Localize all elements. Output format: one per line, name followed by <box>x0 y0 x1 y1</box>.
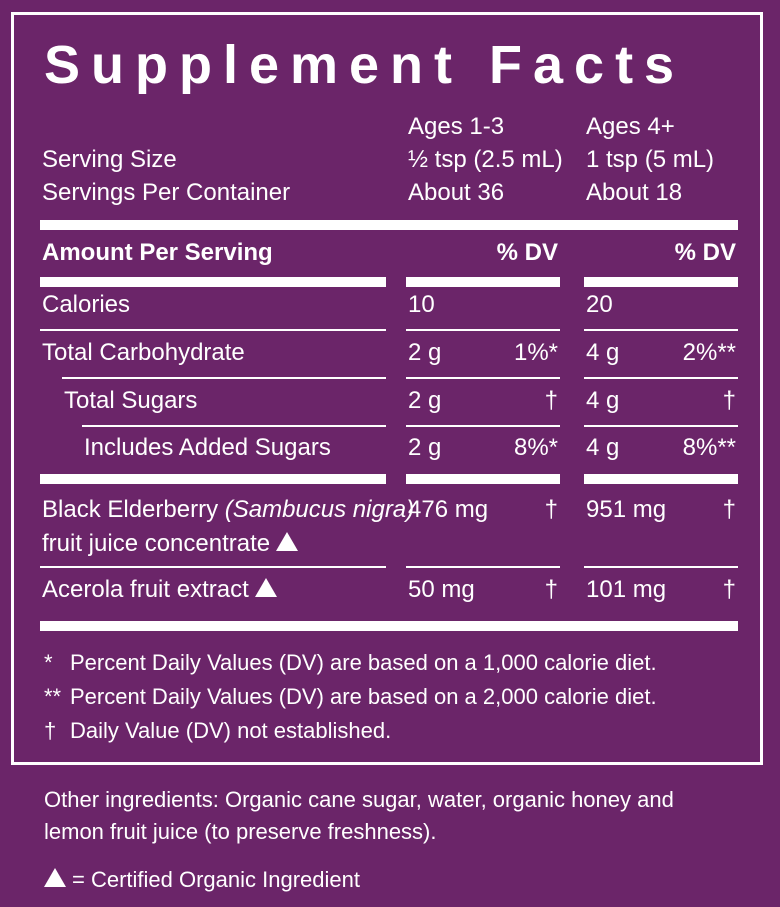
col2-age: Ages 4+ <box>586 113 675 140</box>
serving-size-label: Serving Size <box>42 146 177 173</box>
col2-serving-size: 1 tsp (5 mL) <box>586 146 715 173</box>
col2-dv: † <box>722 496 736 523</box>
footnote-mark: † <box>44 718 57 743</box>
footnote-text: Percent Daily Values (DV) are based on a… <box>70 650 657 675</box>
ingredient-form: fruit juice concentrate <box>42 530 271 557</box>
row-divider <box>584 329 738 331</box>
col1-dv: † <box>544 576 558 603</box>
ingredient-name: Acerola fruit extract <box>42 576 249 603</box>
thick-divider <box>406 474 560 484</box>
row-divider <box>584 425 738 427</box>
col2-dv-header: % DV <box>674 239 736 266</box>
row-divider <box>406 566 560 568</box>
col1-amount: 2 g <box>408 387 442 414</box>
col1-age: Ages 1-3 <box>408 113 505 140</box>
col1-dv-header: % DV <box>496 239 558 266</box>
ingredient-name: Black Elderberry <box>42 496 219 523</box>
servings-per-container-label: Servings Per Container <box>42 179 291 206</box>
col1-serving-size: ½ tsp (2.5 mL) <box>408 146 563 173</box>
row-label: Calories <box>42 291 131 318</box>
col2-amount: 951 mg <box>586 496 667 523</box>
col1-dv: 1%* <box>513 339 558 366</box>
thick-divider <box>40 474 386 484</box>
row-divider <box>584 377 738 379</box>
organic-legend-text: = Certified Organic Ingredient <box>72 867 360 892</box>
col1-amount: 2 g <box>408 434 442 461</box>
footnote-text: Daily Value (DV) not established. <box>70 718 392 743</box>
triangle-icon <box>44 868 66 887</box>
footnote-text: Percent Daily Values (DV) are based on a… <box>70 684 657 709</box>
col2-amount: 20 <box>586 291 613 318</box>
thick-divider <box>584 474 738 484</box>
other-ingredients-line1: Other ingredients: Organic cane sugar, w… <box>44 787 674 812</box>
thick-divider <box>584 277 738 287</box>
thick-divider <box>40 277 386 287</box>
col1-amount: 50 mg <box>408 576 475 603</box>
col2-dv: † <box>722 576 736 603</box>
col2-amount: 101 mg <box>586 576 667 603</box>
row-divider <box>40 566 386 568</box>
col2-servings: About 18 <box>586 179 683 206</box>
thick-divider <box>406 277 560 287</box>
col2-amount: 4 g <box>586 339 620 366</box>
col1-amount: 10 <box>408 291 435 318</box>
col2-amount: 4 g <box>586 434 620 461</box>
row-divider <box>406 329 560 331</box>
col1-dv: † <box>544 387 558 414</box>
col2-dv: 8%** <box>682 434 736 461</box>
row-label: Acerola fruit extract <box>42 575 277 605</box>
col1-dv: † <box>544 496 558 523</box>
amount-per-serving: Amount Per Serving <box>42 239 273 266</box>
row-label-line2: fruit juice concentrate <box>42 529 299 559</box>
ingredient-latin-name: (Sambucus nigra) <box>224 496 415 523</box>
row-divider <box>82 425 386 427</box>
row-label: Total Carbohydrate <box>42 339 245 366</box>
row-divider <box>584 566 738 568</box>
row-label: Includes Added Sugars <box>84 434 331 461</box>
footnote-mark: ** <box>44 684 62 709</box>
col2-dv: 2%** <box>682 339 736 366</box>
row-divider <box>40 329 386 331</box>
organic-legend: = Certified Organic Ingredient <box>44 866 360 894</box>
row-label: Black Elderberry (Sambucus nigra) <box>42 495 414 525</box>
col1-amount: 2 g <box>408 339 442 366</box>
triangle-icon <box>276 532 299 551</box>
row-divider <box>406 377 560 379</box>
row-divider <box>406 425 560 427</box>
col1-servings: About 36 <box>408 179 505 206</box>
footnote-mark: * <box>44 650 53 675</box>
panel-title: Supplement Facts <box>44 35 686 95</box>
col2-dv: † <box>722 387 736 414</box>
col1-dv: 8%* <box>513 434 558 461</box>
other-ingredients-line2: lemon fruit juice (to preserve freshness… <box>44 819 437 844</box>
row-divider <box>62 377 386 379</box>
triangle-icon <box>254 578 277 597</box>
thick-divider <box>40 220 738 230</box>
col1-amount: 476 mg <box>408 496 489 523</box>
row-label: Total Sugars <box>64 387 198 414</box>
supplement-facts-panel <box>11 12 763 765</box>
thick-divider <box>40 621 738 631</box>
col2-amount: 4 g <box>586 387 620 414</box>
